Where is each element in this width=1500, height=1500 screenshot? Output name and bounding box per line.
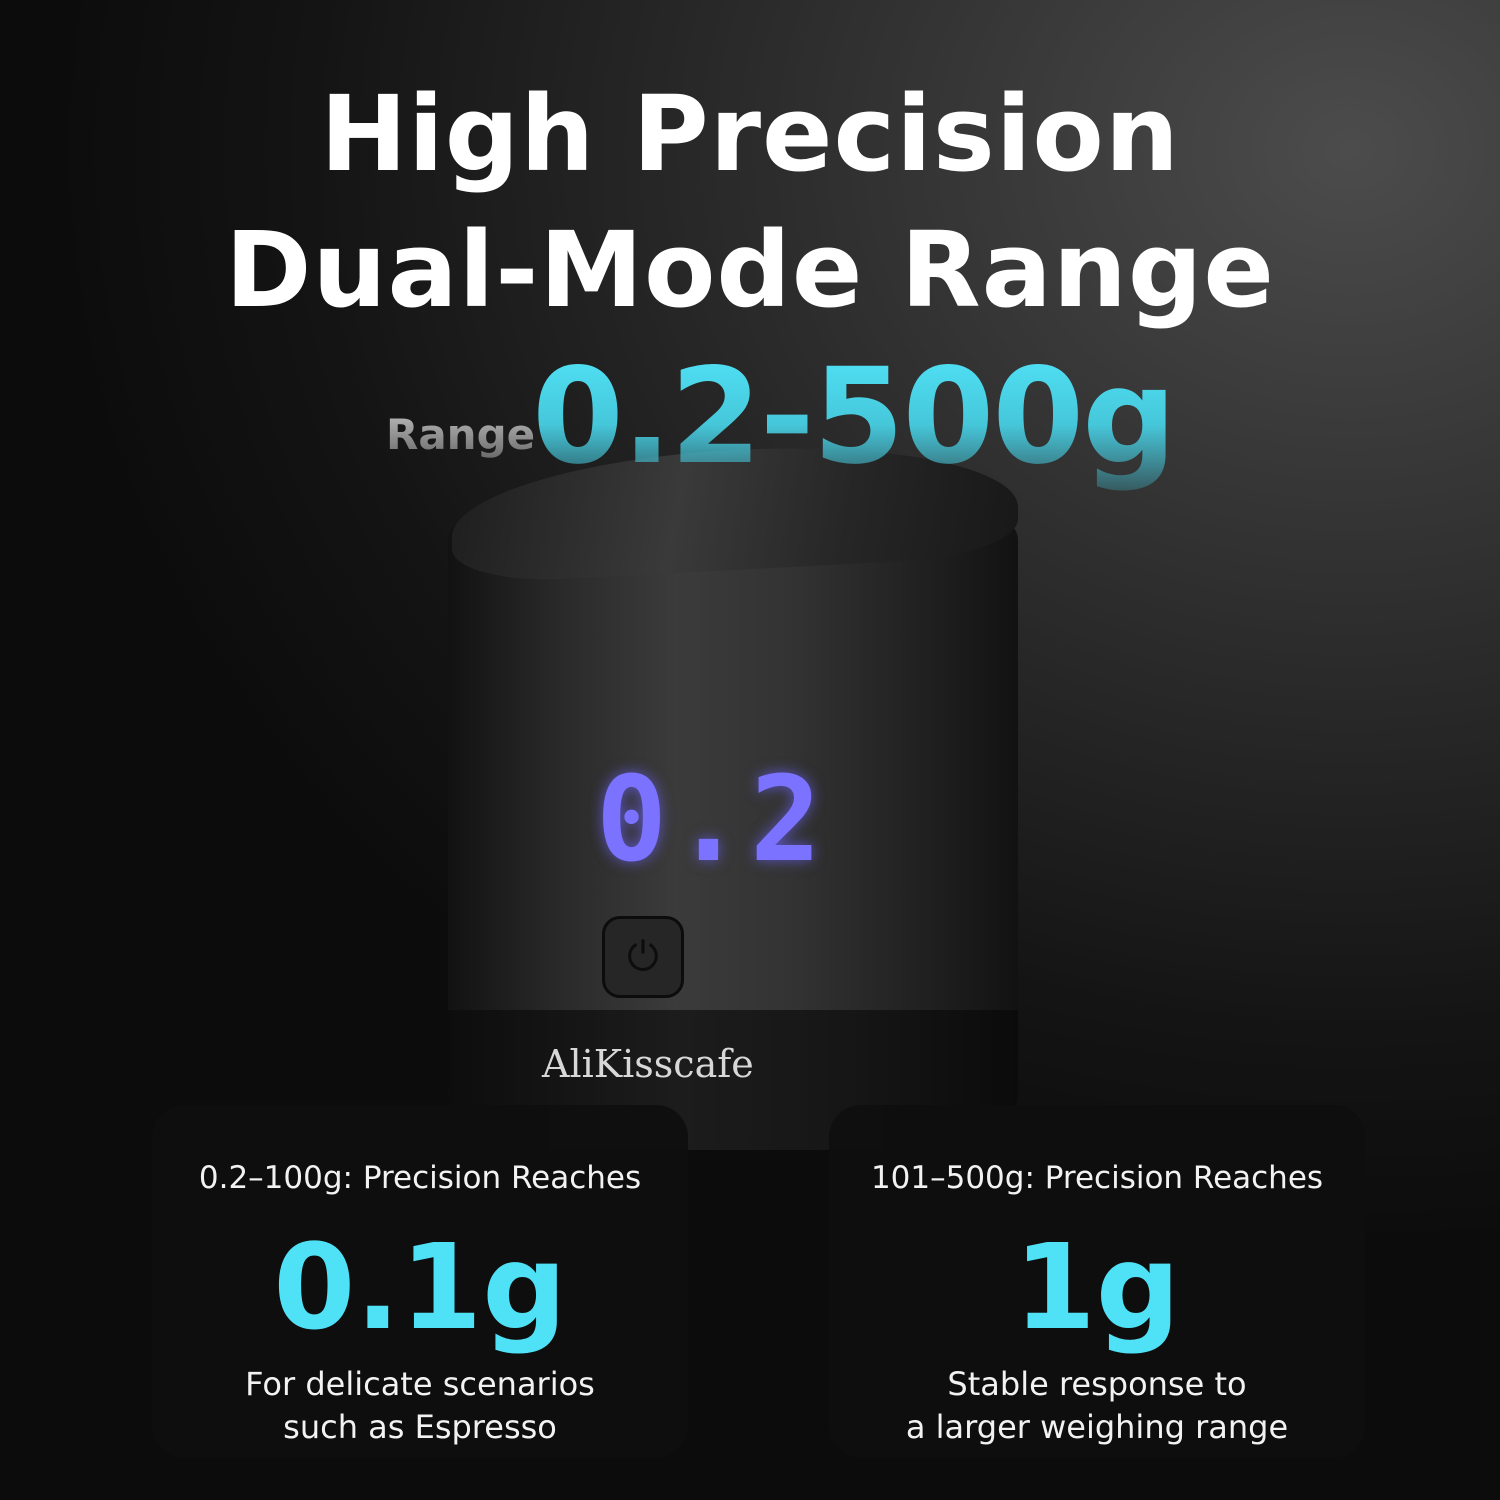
card-heading: 0.2–100g: Precision Reaches xyxy=(198,1160,642,1196)
headline-line-2: Dual-Mode Range xyxy=(225,209,1275,331)
card-description: For delicate scenarios such as Espresso xyxy=(152,1363,688,1449)
card-precision-value: 0.1g xyxy=(273,1218,567,1356)
card-description-line: Stable response to xyxy=(947,1365,1247,1403)
precision-card-high-range: 101–500g: Precision Reaches 1g Stable re… xyxy=(829,1105,1365,1458)
card-precision-value: 1g xyxy=(1013,1218,1181,1356)
card-description-line: a larger weighing range xyxy=(905,1408,1289,1446)
product-scale-cup: 0.2 ⏻ AliKisscafe xyxy=(448,435,1018,1150)
card-description-line: such as Espresso xyxy=(283,1408,557,1446)
power-button: ⏻ xyxy=(602,916,684,998)
precision-card-low-range: 0.2–100g: Precision Reaches 0.1g For del… xyxy=(152,1105,688,1458)
power-icon: ⏻ xyxy=(627,934,659,980)
headline-line-1: High Precision xyxy=(320,73,1180,195)
led-display: 0.2 xyxy=(596,750,828,888)
brand-logo: AliKisscafe xyxy=(542,1042,754,1086)
card-description-line: For delicate scenarios xyxy=(245,1365,595,1403)
range-label: Range xyxy=(386,410,536,459)
card-heading: 101–500g: Precision Reaches xyxy=(870,1160,1324,1196)
card-description: Stable response to a larger weighing ran… xyxy=(829,1363,1365,1449)
range-value: 0.2-500g xyxy=(532,340,1177,494)
